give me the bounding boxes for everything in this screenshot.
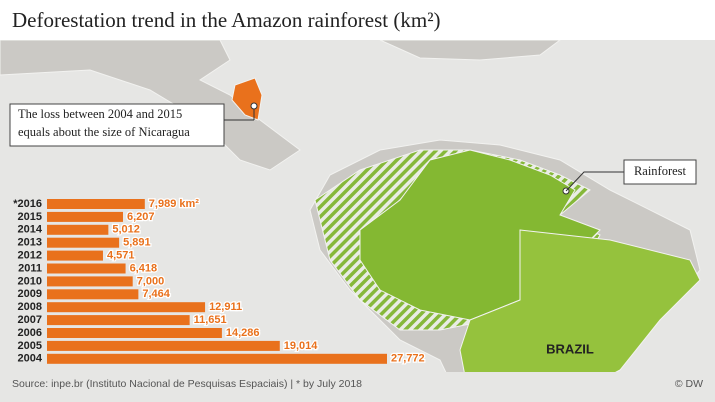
data-label: 6,418 <box>130 262 158 274</box>
data-label: 19,014 <box>284 340 319 352</box>
y-tick-label: 2013 <box>18 237 42 249</box>
footer <box>0 372 715 402</box>
y-tick-label: 2015 <box>18 211 42 223</box>
bar <box>47 315 190 326</box>
y-tick-label: 2006 <box>18 327 42 339</box>
y-tick-label: 2004 <box>18 353 43 365</box>
bar <box>47 340 280 351</box>
y-tick-label: 2011 <box>18 262 42 274</box>
source: Source: inpe.br (Instituto Nacional de P… <box>12 378 362 390</box>
bar <box>47 250 103 261</box>
map <box>0 39 701 402</box>
bar <box>47 276 133 287</box>
note-box <box>623 159 697 185</box>
leader <box>565 171 624 192</box>
data-label: 7,989 km² <box>149 198 199 210</box>
data-label: 11,651 <box>194 314 227 326</box>
y-tick-label: 2005 <box>18 340 42 352</box>
bar <box>47 237 120 248</box>
data-label: 14,286 <box>226 327 260 339</box>
data-label: 27,772 <box>391 353 425 365</box>
bar <box>47 353 387 364</box>
annotation: The loss between 2004 and 2015 <box>18 107 182 121</box>
y-tick-label: 2010 <box>18 275 42 287</box>
y-tick-label: 2014 <box>18 224 43 236</box>
y-tick-label: 2009 <box>18 288 42 300</box>
data-label: 5,012 <box>112 224 140 236</box>
note-box <box>9 103 225 147</box>
bar <box>47 289 139 300</box>
annotation: equals about the size of Nicaragua <box>18 125 190 139</box>
y-tick-label: 2008 <box>18 301 42 313</box>
y-tick-label: 2007 <box>18 314 42 326</box>
title-bar <box>0 0 715 40</box>
bar-chart: *2016 7,989 km² 2015 6,207 2014 5,012 2013 5,89… <box>13 197 426 366</box>
chart-title: Deforestation trend in the Amazon rainfo… <box>12 8 441 32</box>
bar <box>47 328 222 338</box>
data-label: 12,911 <box>209 301 242 313</box>
bar <box>47 263 126 274</box>
bar <box>47 224 109 235</box>
country-label: BRAZIL <box>546 341 594 356</box>
y-tick-label: *2016 <box>13 198 42 210</box>
data-label: 6,207 <box>127 211 155 223</box>
annotation: Rainforest <box>634 164 687 178</box>
data-label: 4,571 <box>107 250 135 262</box>
data-label: 7,464 <box>142 288 170 300</box>
marker <box>250 102 258 110</box>
credit: © DW <box>675 378 703 390</box>
bar <box>47 211 123 222</box>
data-label: 5,891 <box>123 237 151 249</box>
data-label: 7,000 <box>137 275 165 287</box>
bar <box>47 302 206 313</box>
bar <box>47 199 145 209</box>
y-tick-label: 2012 <box>18 250 42 262</box>
